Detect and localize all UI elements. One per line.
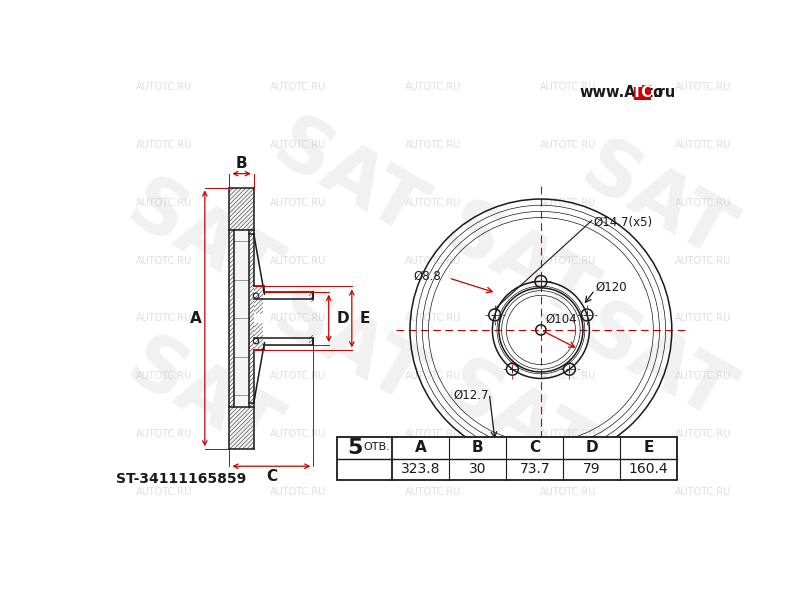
Text: 73.7: 73.7 [519, 463, 550, 476]
Text: AUTOTC.RU: AUTOTC.RU [674, 429, 730, 439]
Bar [230, 188, 254, 449]
Text: AUTOTC.RU: AUTOTC.RU [405, 256, 462, 266]
Text: Ø120: Ø120 [595, 281, 627, 294]
Text: AUTOTC.RU: AUTOTC.RU [405, 313, 462, 323]
Text: AUTOTC.RU: AUTOTC.RU [674, 82, 730, 92]
Text: SAT: SAT [261, 277, 436, 421]
Text: AUTOTC.RU: AUTOTC.RU [674, 198, 730, 208]
Text: D: D [337, 311, 349, 326]
Text: AUTOTC.RU: AUTOTC.RU [405, 140, 462, 150]
Text: 5: 5 [347, 438, 363, 458]
Text: Ø14.7(x5): Ø14.7(x5) [594, 215, 652, 229]
Text: A: A [415, 440, 426, 455]
Text: 323.8: 323.8 [401, 463, 441, 476]
Text: AUTOTC.RU: AUTOTC.RU [135, 140, 192, 150]
Text: www.Auto: www.Auto [579, 85, 663, 100]
Text: E: E [359, 311, 370, 326]
Text: AUTOTC.RU: AUTOTC.RU [540, 429, 596, 439]
Text: AUTOTC.RU: AUTOTC.RU [540, 487, 596, 497]
Bar [634, 85, 651, 100]
Text: AUTOTC.RU: AUTOTC.RU [270, 198, 326, 208]
Text: D: D [586, 440, 598, 455]
Text: 160.4: 160.4 [629, 463, 669, 476]
Text: AUTOTC.RU: AUTOTC.RU [135, 198, 192, 208]
Text: AUTOTC.RU: AUTOTC.RU [540, 140, 596, 150]
Text: AUTOTC.RU: AUTOTC.RU [405, 198, 462, 208]
Text: SAT: SAT [114, 169, 290, 314]
Text: .ru: .ru [653, 85, 676, 100]
Text: AUTOTC.RU: AUTOTC.RU [674, 313, 730, 323]
Text: B: B [472, 440, 483, 455]
Text: SAT: SAT [261, 107, 436, 252]
Text: AUTOTC.RU: AUTOTC.RU [270, 429, 326, 439]
Text: AUTOTC.RU: AUTOTC.RU [270, 371, 326, 381]
Text: ОТВ.: ОТВ. [363, 442, 390, 452]
Text: AUTOTC.RU: AUTOTC.RU [405, 429, 462, 439]
Text: E: E [643, 440, 654, 455]
Text: Ø8.8: Ø8.8 [414, 270, 442, 283]
Text: AUTOTC.RU: AUTOTC.RU [135, 487, 192, 497]
Text: AUTOTC.RU: AUTOTC.RU [405, 487, 462, 497]
Text: SAT: SAT [430, 350, 606, 494]
Text: SAT: SAT [569, 292, 744, 437]
Text: AUTOTC.RU: AUTOTC.RU [270, 140, 326, 150]
Text: 30: 30 [469, 463, 486, 476]
Text: AUTOTC.RU: AUTOTC.RU [674, 256, 730, 266]
Text: AUTOTC.RU: AUTOTC.RU [540, 198, 596, 208]
Text: AUTOTC.RU: AUTOTC.RU [135, 429, 192, 439]
Text: A: A [190, 311, 202, 326]
Text: C: C [529, 440, 540, 455]
Text: AUTOTC.RU: AUTOTC.RU [540, 82, 596, 92]
Text: SAT: SAT [430, 193, 606, 337]
Text: AUTOTC.RU: AUTOTC.RU [540, 256, 596, 266]
Text: B: B [236, 156, 247, 171]
Text: AUTOTC.RU: AUTOTC.RU [674, 487, 730, 497]
Text: AUTOTC.RU: AUTOTC.RU [540, 313, 596, 323]
Text: AUTOTC.RU: AUTOTC.RU [270, 82, 326, 92]
Text: AUTOTC.RU: AUTOTC.RU [135, 256, 192, 266]
Text: SAT: SAT [114, 327, 290, 472]
Text: AUTOTC.RU: AUTOTC.RU [135, 82, 192, 92]
Text: C: C [266, 469, 277, 484]
Text: AUTOTC.RU: AUTOTC.RU [270, 487, 326, 497]
Text: TC: TC [632, 85, 653, 100]
Text: AUTOTC.RU: AUTOTC.RU [674, 140, 730, 150]
Text: AUTOTC.RU: AUTOTC.RU [405, 371, 462, 381]
Text: Ø12.7: Ø12.7 [453, 389, 489, 401]
Text: AUTOTC.RU: AUTOTC.RU [270, 313, 326, 323]
Text: AUTOTC.RU: AUTOTC.RU [270, 256, 326, 266]
Text: ST-34111165859: ST-34111165859 [116, 472, 246, 485]
Text: AUTOTC.RU: AUTOTC.RU [135, 371, 192, 381]
Text: AUTOTC.RU: AUTOTC.RU [135, 313, 192, 323]
Bar [337, 437, 677, 480]
Text: 79: 79 [583, 463, 601, 476]
Text: SAT: SAT [569, 131, 744, 275]
Text: AUTOTC.RU: AUTOTC.RU [674, 371, 730, 381]
Text: AUTOTC.RU: AUTOTC.RU [540, 371, 596, 381]
Text: AUTOTC.RU: AUTOTC.RU [405, 82, 462, 92]
Text: Ø104: Ø104 [546, 313, 577, 326]
